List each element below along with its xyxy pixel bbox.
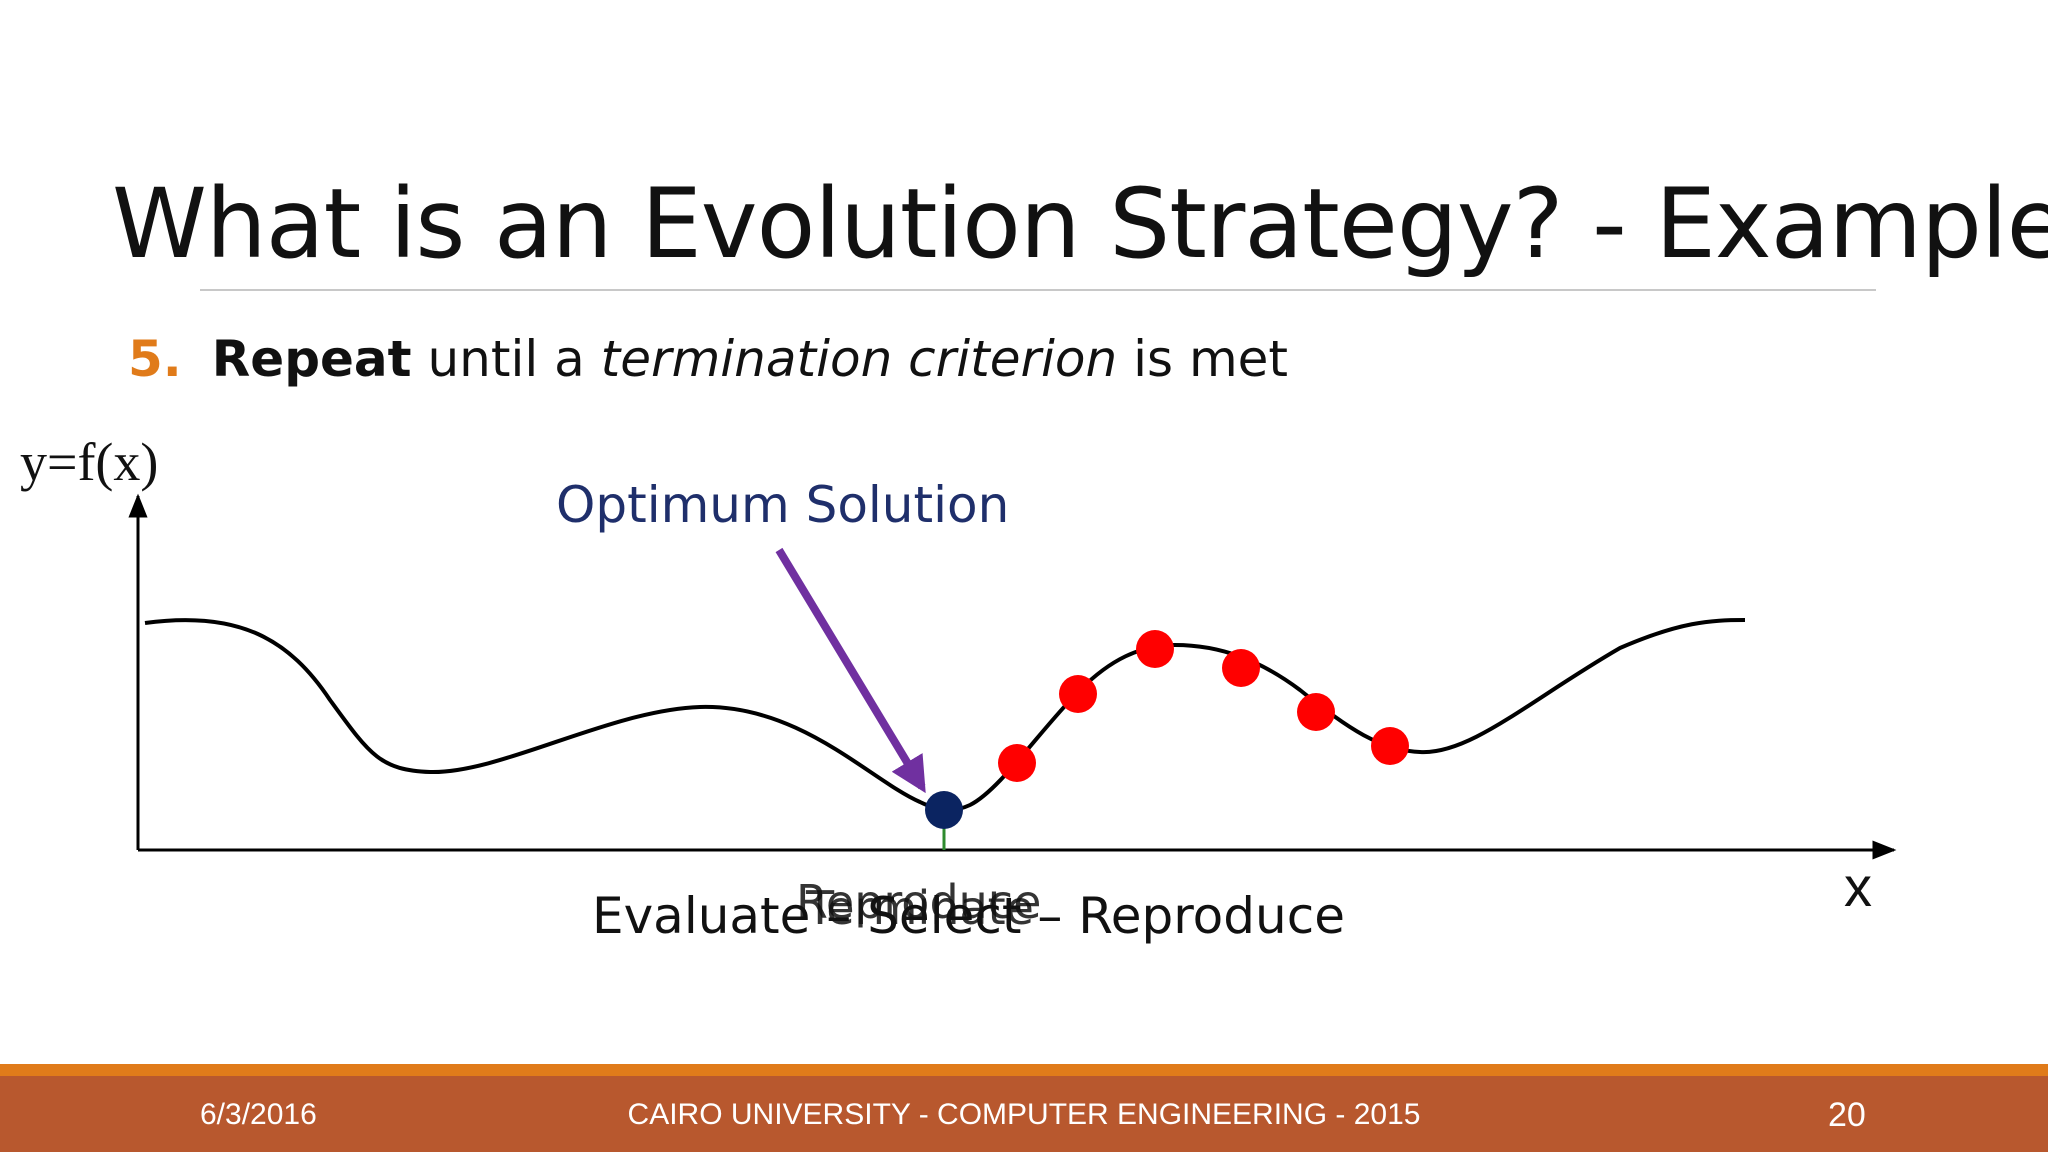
optimum-point xyxy=(925,791,963,829)
step-text: 5. Repeat until a termination criterion i… xyxy=(128,330,1288,388)
individual-2 xyxy=(1059,675,1097,713)
slide-title: What is an Evolution Strategy? - Example xyxy=(112,168,2048,280)
individual-3 xyxy=(1136,630,1174,668)
caption-main: Evaluate – Select – Reproduce xyxy=(592,887,1345,945)
x-axis-label: x xyxy=(1844,855,1872,918)
individual-4 xyxy=(1222,649,1260,687)
title-divider xyxy=(200,289,1876,291)
fitness-curve xyxy=(144,618,1746,812)
step-mid: until a xyxy=(411,330,601,388)
y-axis-label: y=f(x) xyxy=(20,432,158,492)
individual-1 xyxy=(998,744,1036,782)
step-number: 5. xyxy=(128,330,182,388)
footer-center-text: CAIRO UNIVERSITY - COMPUTER ENGINEERING … xyxy=(627,1098,1421,1131)
footer-bar: 6/3/2016 CAIRO UNIVERSITY - COMPUTER ENG… xyxy=(0,1076,2048,1152)
footer-date: 6/3/2016 xyxy=(200,1098,317,1131)
step-italic: termination criterion xyxy=(600,330,1118,388)
optimum-arrow xyxy=(775,547,926,794)
step-bold: Repeat xyxy=(211,330,412,388)
step-end: is met xyxy=(1117,330,1289,388)
caption-overlay-terminate: Terminate xyxy=(805,881,1034,935)
page-number: 20 xyxy=(1828,1096,1866,1134)
footer-stripe xyxy=(0,1064,2048,1076)
population-points xyxy=(998,630,1409,782)
individual-5 xyxy=(1297,693,1335,731)
individual-6 xyxy=(1371,727,1409,765)
optimum-annotation: Optimum Solution xyxy=(556,476,1009,534)
caption-overlay-reproduce: Reproduce xyxy=(796,875,1041,929)
